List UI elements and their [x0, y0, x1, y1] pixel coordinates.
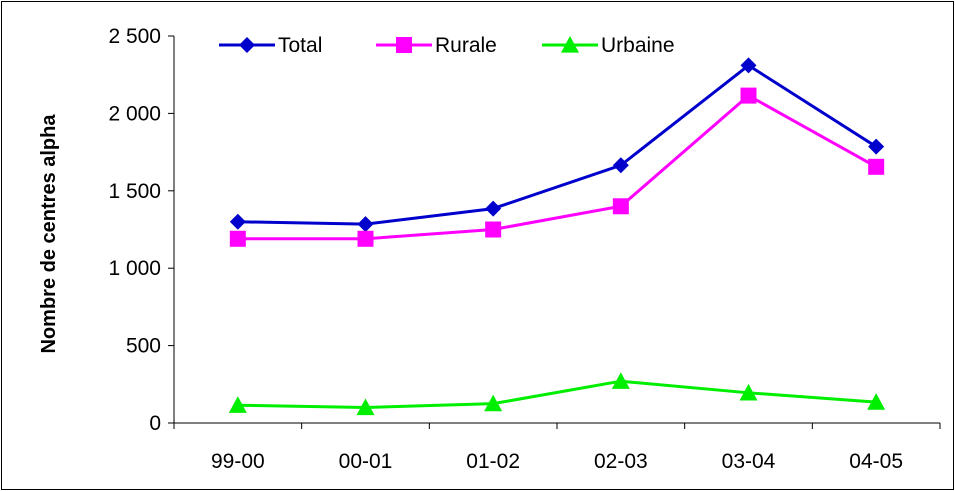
series-line-urbaine [237, 379, 877, 410]
data-point-rurale [357, 230, 374, 247]
data-point-urbaine [484, 394, 503, 412]
series-urbaine [228, 372, 886, 416]
legend-marker-urbaine [561, 36, 579, 53]
data-point-rurale [868, 158, 885, 175]
data-point-total [357, 216, 374, 233]
y-tick-label: 2 500 [108, 25, 161, 48]
legend-label-rurale: Rurale [435, 34, 497, 57]
data-point-rurale [740, 87, 757, 104]
y-tick-label: 1 500 [108, 180, 161, 203]
series-line-rurale [237, 93, 877, 241]
data-point-rurale [229, 230, 246, 247]
x-tick-label: 02-03 [594, 450, 648, 473]
data-point-urbaine [867, 393, 886, 410]
x-tick-label: 99-00 [211, 450, 265, 473]
x-tick-label: 00-01 [339, 450, 393, 473]
y-tick-label: 1 000 [108, 257, 161, 280]
legend-item-total: Total [219, 34, 322, 57]
x-tick-label: 01-02 [466, 450, 520, 473]
legend-label-urbaine: Urbaine [601, 34, 675, 57]
legend-item-rurale: Rurale [376, 34, 497, 57]
y-tick-label: 0 [149, 412, 161, 435]
series-total [229, 57, 885, 233]
series-layer [228, 57, 886, 416]
y-tick-label: 500 [126, 335, 161, 358]
data-point-rurale [612, 198, 629, 215]
data-point-total [229, 213, 246, 230]
data-point-urbaine [739, 383, 758, 401]
legend-marker-rurale [396, 37, 412, 53]
legend-marker-total [239, 37, 255, 53]
data-point-urbaine [228, 396, 247, 413]
data-point-total [485, 200, 502, 217]
data-point-urbaine [611, 372, 630, 389]
legend-label-total: Total [278, 34, 322, 57]
data-point-total [868, 138, 885, 155]
y-axis-title: Nombre de centres alpha [38, 114, 60, 354]
series-line-total [237, 63, 877, 226]
x-tick-label: 03-04 [722, 450, 776, 473]
axes [168, 35, 941, 429]
series-rurale [229, 87, 885, 247]
data-point-total [740, 57, 757, 74]
x-tick-label: 04-05 [849, 450, 903, 473]
legend: Total Rurale Urbaine [219, 34, 675, 57]
data-point-urbaine [356, 398, 375, 416]
tick-labels: 0 500 1 000 1 500 2 000 2 500 99-00 00-01 01-02 0… [108, 25, 903, 473]
legend-item-urbaine: Urbaine [542, 34, 675, 57]
data-point-total [612, 157, 629, 174]
y-tick-label: 2 000 [108, 102, 161, 125]
data-point-rurale [485, 221, 502, 238]
